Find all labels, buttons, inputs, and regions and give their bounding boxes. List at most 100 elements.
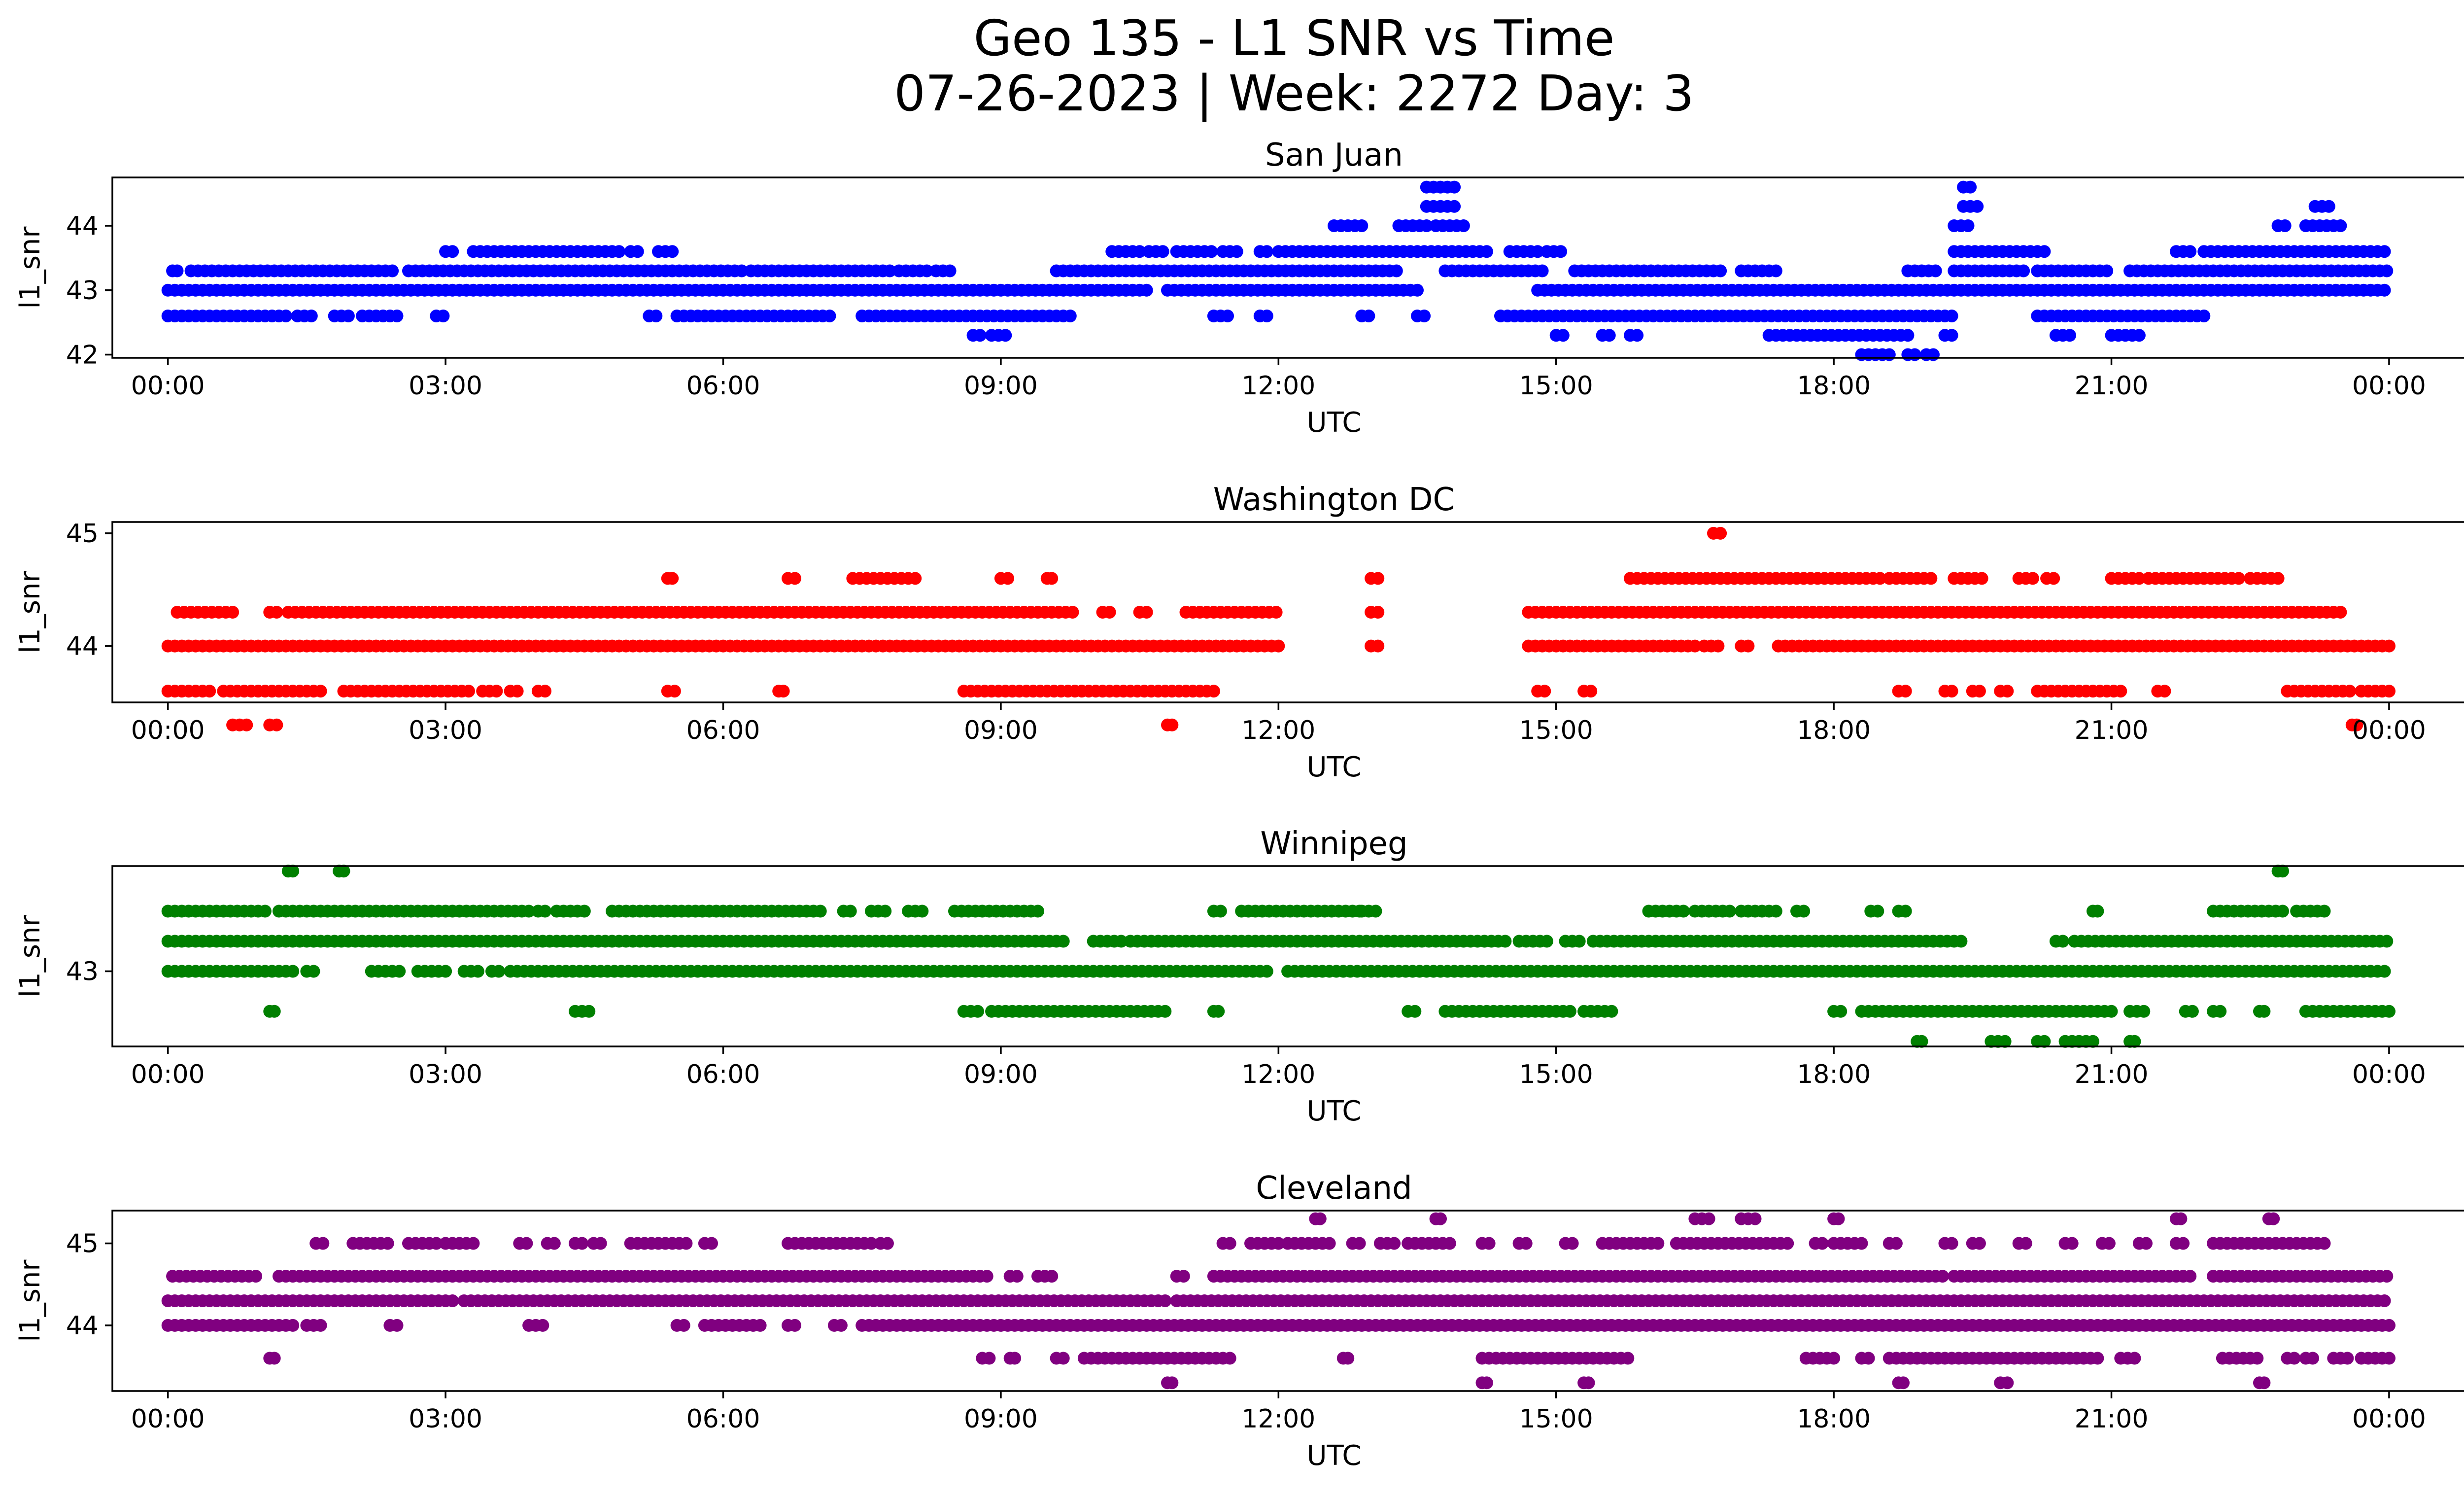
data-point (490, 685, 503, 698)
data-point (536, 1319, 549, 1332)
data-point (2091, 1352, 2104, 1365)
subplot-title-san-juan: San Juan (1265, 137, 1403, 174)
data-point (2026, 572, 2039, 585)
data-point (2318, 904, 2331, 918)
x-tick-label-washington-dc: 00:00 (131, 716, 205, 745)
data-point (1031, 904, 1044, 918)
data-point (1272, 639, 1285, 653)
data-point (881, 1237, 894, 1250)
data-point (268, 1352, 281, 1365)
data-point (834, 1319, 848, 1332)
data-point (578, 904, 591, 918)
data-point (1908, 348, 1921, 361)
data-point (492, 965, 506, 978)
data-point (1269, 606, 1283, 619)
data-point (1874, 572, 1886, 585)
data-point (1371, 639, 1385, 653)
data-point (2383, 1319, 2396, 1332)
data-point (1411, 283, 1424, 297)
data-point (1927, 348, 1940, 361)
data-point (777, 685, 790, 698)
data-point (2056, 935, 2069, 948)
x-axis-label-washington-dc: UTC (1306, 751, 1361, 783)
data-point (1971, 200, 1984, 213)
data-point (1714, 264, 1727, 278)
data-point (1584, 685, 1598, 698)
data-point (1008, 1352, 1022, 1365)
data-point (270, 606, 283, 619)
data-point (1797, 904, 1811, 918)
data-point (437, 310, 450, 322)
data-point (240, 718, 253, 731)
snr-level-winnipeg-1 (161, 965, 2391, 978)
x-tick-label-san-juan: 21:00 (2075, 371, 2149, 401)
data-point (2271, 572, 2285, 585)
y-axis-label-san-juan: l1_snr (14, 226, 46, 309)
data-point (1711, 639, 1725, 653)
data-point (971, 1005, 984, 1018)
data-point (314, 1319, 327, 1332)
x-tick-label-winnipeg: 06:00 (686, 1060, 760, 1089)
data-point (705, 1237, 718, 1250)
x-tick-label-cleveland: 12:00 (1241, 1404, 1315, 1434)
x-tick-label-washington-dc: 09:00 (964, 716, 1038, 745)
data-point (1371, 572, 1385, 585)
data-point (1355, 219, 1369, 232)
data-point (788, 1319, 801, 1332)
data-point (2038, 1035, 2051, 1048)
scatter-points-washington-dc (161, 526, 2396, 731)
data-point (1230, 245, 1243, 258)
y-tick-label-cleveland: 45 (66, 1229, 99, 1259)
data-point (446, 245, 459, 258)
y-tick-label-winnipeg: 43 (66, 957, 99, 987)
x-tick-label-washington-dc: 15:00 (1519, 716, 1593, 745)
data-point (680, 1237, 693, 1250)
data-point (2174, 1212, 2188, 1225)
data-point (1448, 180, 1461, 194)
data-point (2276, 865, 2289, 878)
y-tick-label-san-juan: 42 (66, 340, 99, 370)
data-point (2001, 1376, 2014, 1390)
data-point (2100, 264, 2114, 278)
data-point (1115, 935, 1128, 948)
x-tick-label-winnipeg: 15:00 (1519, 1060, 1593, 1089)
data-point (2177, 1237, 2190, 1250)
x-tick-label-washington-dc: 00:00 (2352, 716, 2426, 745)
data-point (1897, 1376, 1910, 1390)
data-point (1889, 1237, 1903, 1250)
snr-level-san-juan-3 (439, 245, 2391, 258)
x-tick-label-san-juan: 12:00 (1241, 371, 1315, 401)
data-point (677, 1319, 690, 1332)
x-tick-label-cleveland: 18:00 (1797, 1404, 1871, 1434)
data-point (2140, 1237, 2153, 1250)
data-point (650, 310, 663, 322)
data-point (1540, 935, 1553, 948)
data-point (668, 685, 681, 698)
data-point (1901, 329, 1915, 342)
data-point (390, 310, 404, 322)
snr-level-san-juan-8 (1855, 348, 1940, 361)
snr-level-washington-dc-3 (161, 685, 2396, 698)
data-point (2038, 245, 2051, 258)
y-tick-label-washington-dc: 45 (66, 519, 99, 549)
data-point (753, 1319, 767, 1332)
data-point (2343, 685, 2357, 698)
data-point (1769, 904, 1782, 918)
x-tick-label-san-juan: 18:00 (1797, 371, 1871, 401)
x-tick-label-washington-dc: 06:00 (686, 716, 760, 745)
data-point (1862, 1352, 1875, 1365)
data-point (1688, 639, 1702, 653)
data-point (1371, 606, 1385, 619)
data-point (2318, 1237, 2331, 1250)
data-point (1457, 219, 1470, 232)
data-point (307, 965, 320, 978)
snr-level-san-juan-2 (161, 310, 2211, 322)
snr-level-cleveland-0 (161, 1294, 2391, 1307)
data-point (1140, 283, 1153, 297)
data-point (2065, 1237, 2079, 1250)
data-point (666, 572, 679, 585)
data-point (1323, 1237, 1336, 1250)
data-point (1538, 685, 1551, 698)
data-point (1480, 1376, 1493, 1390)
snr-level-winnipeg-0 (161, 935, 2394, 948)
